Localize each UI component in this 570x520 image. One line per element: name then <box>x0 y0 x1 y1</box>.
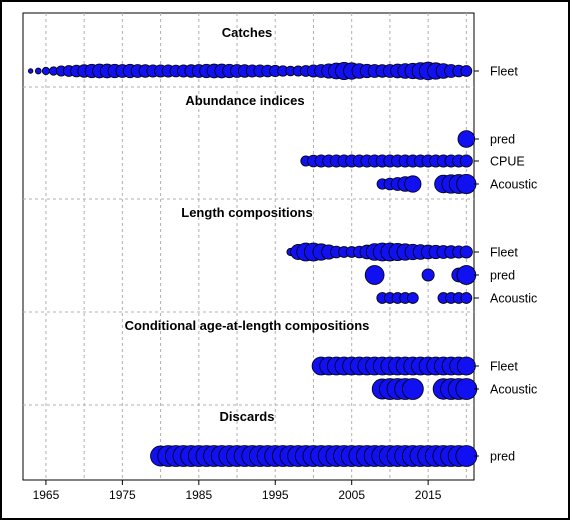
bubble-point <box>456 356 476 376</box>
plot-area-border <box>22 12 475 481</box>
bubble-point <box>455 378 478 400</box>
x-tick-label: 2015 <box>415 488 442 502</box>
row-label: pred <box>490 450 515 464</box>
bubble-point <box>457 130 476 148</box>
bubble-point <box>456 173 477 195</box>
row-label: Fleet <box>490 65 518 79</box>
section-title: Length compositions <box>181 205 312 220</box>
row-label: Fleet <box>490 360 518 374</box>
bubble-point <box>364 265 385 285</box>
bubble-point <box>406 292 419 304</box>
bubble-layer <box>27 61 478 467</box>
section-title: Abundance indices <box>185 93 304 108</box>
row-label: Acoustic <box>490 383 537 397</box>
row-label: Acoustic <box>490 178 537 192</box>
section-title: Catches <box>222 25 273 40</box>
bubble-point <box>460 292 473 304</box>
section-title: Conditional age-at-length compositions <box>125 318 370 333</box>
bubble-point <box>34 67 42 75</box>
row-label: pred <box>490 133 515 147</box>
bubble-point <box>460 65 473 77</box>
bubble-point <box>27 68 34 74</box>
bubble-point <box>401 378 424 400</box>
text-layer: Catches Fleet Abundance indices pred CPUE Aco… <box>125 25 538 464</box>
bubble-point <box>459 154 473 168</box>
row-label: Acoustic <box>490 292 537 306</box>
x-tick-label: 1995 <box>262 488 289 502</box>
row-label: CPUE <box>490 155 525 169</box>
bubble-point <box>456 265 477 285</box>
row-label: pred <box>490 269 515 283</box>
section-title: Discards <box>220 409 275 424</box>
x-tick-label: 1975 <box>109 488 136 502</box>
bubble-point <box>421 268 435 282</box>
bubble-point <box>404 175 422 193</box>
bubble-point <box>455 445 478 467</box>
x-tick-label: 1985 <box>185 488 212 502</box>
bubble-point <box>41 66 51 76</box>
x-axis: 1965 1975 1985 1995 2005 2015 <box>33 70 479 502</box>
row-label: Fleet <box>490 246 518 260</box>
x-tick-label: 1965 <box>33 488 60 502</box>
x-tick-label: 2005 <box>338 488 365 502</box>
bubble-point <box>459 245 473 259</box>
